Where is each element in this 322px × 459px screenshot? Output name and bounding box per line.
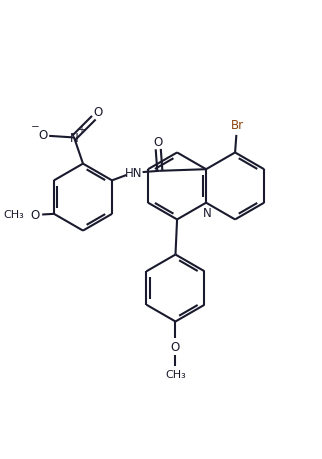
Text: O: O <box>154 135 163 148</box>
Text: N: N <box>203 206 212 219</box>
Text: N: N <box>70 132 79 145</box>
Text: CH₃: CH₃ <box>165 369 186 379</box>
Text: +: + <box>77 124 85 134</box>
Text: O: O <box>30 208 40 222</box>
Text: HN: HN <box>125 167 142 179</box>
Text: Br: Br <box>231 118 244 132</box>
Text: O: O <box>171 340 180 353</box>
Text: O: O <box>94 106 103 119</box>
Text: CH₃: CH₃ <box>3 210 24 220</box>
Text: −: − <box>31 122 39 132</box>
Text: O: O <box>38 129 47 141</box>
